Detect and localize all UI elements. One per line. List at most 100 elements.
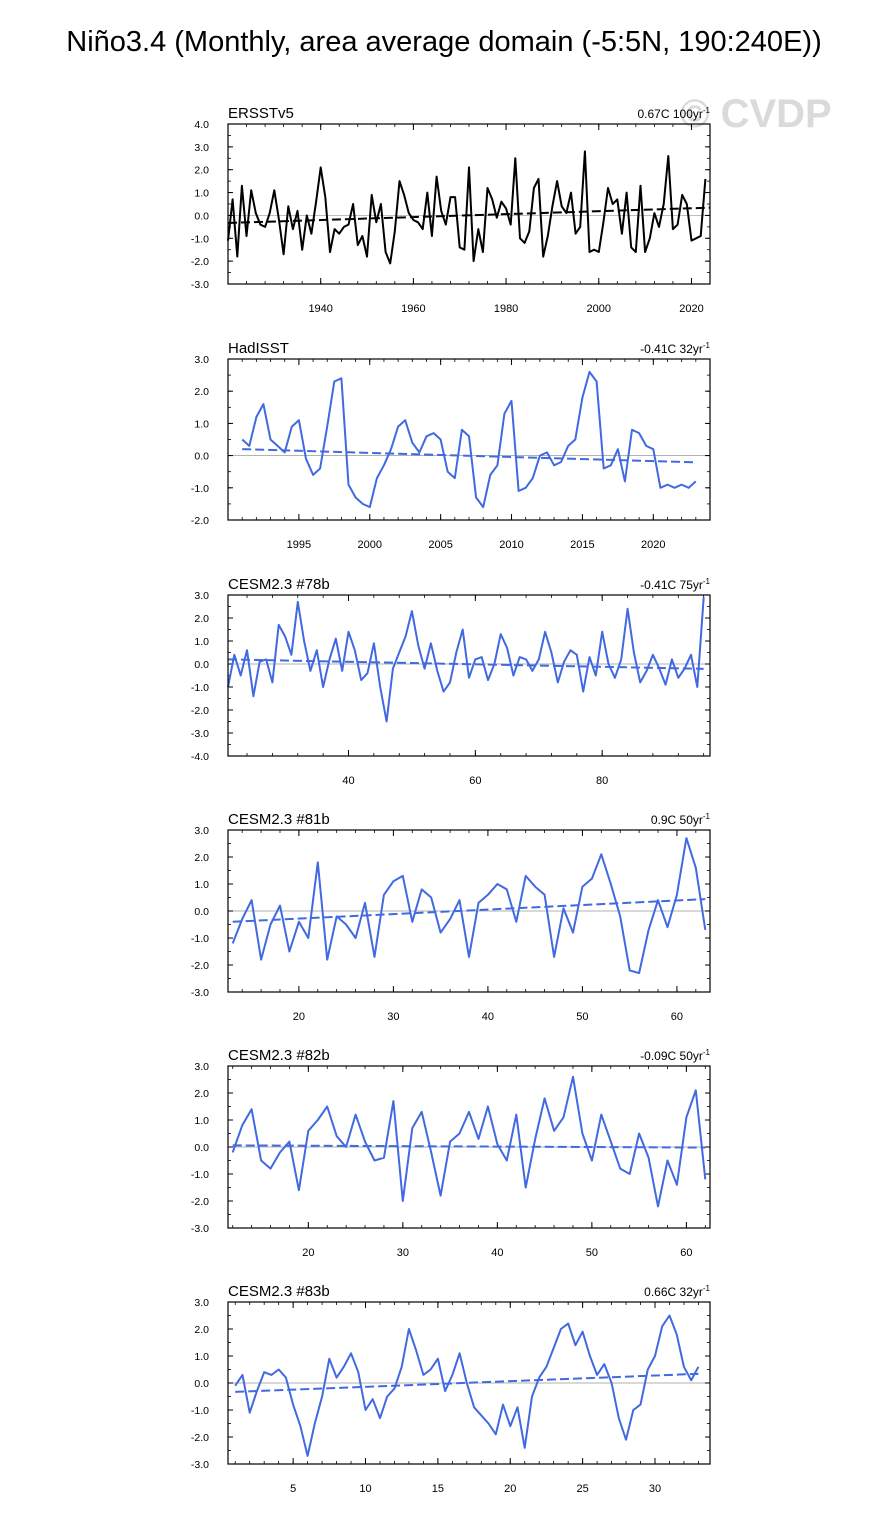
y-tick-label: -3.0: [191, 1459, 209, 1471]
panel-title: HadISST: [228, 340, 289, 357]
chart-panel: -3.0 -2.0 -1.0 0.0 1.0 2.0 3.0 20 30 40 50 60 CESM2.…: [191, 811, 711, 1023]
trend-line: [232, 898, 706, 923]
x-tick-label: 20: [302, 1247, 314, 1259]
y-tick-label: 2.0: [194, 1088, 209, 1100]
y-tick-label: 1.0: [194, 418, 209, 430]
y-tick-label: 3.0: [194, 825, 209, 837]
y-tick-label: -3.0: [191, 987, 209, 999]
series-line: [227, 150, 707, 265]
y-tick-label: 0.0: [194, 1142, 209, 1154]
x-tick-label: 1980: [494, 303, 518, 315]
x-tick-label: 2020: [641, 539, 665, 551]
y-tick-label: 2.0: [194, 613, 209, 625]
y-tick-label: 0.0: [194, 906, 209, 918]
panel-title: CESM2.3 #81b: [228, 811, 330, 828]
x-tick-label: 2020: [679, 303, 703, 315]
y-tick-label: 2.0: [194, 386, 209, 398]
x-tick-label: 50: [586, 1247, 598, 1259]
trend-label: 0.66C 32yr-1: [644, 1284, 710, 1299]
y-tick-label: 0.0: [194, 659, 209, 671]
y-tick-label: 1.0: [194, 1115, 209, 1127]
trend-line: [232, 1144, 706, 1149]
x-tick-label: 15: [432, 1483, 444, 1495]
plot-frame: [227, 358, 711, 521]
x-tick-label: 40: [491, 1247, 503, 1259]
x-tick-label: 40: [482, 1011, 494, 1023]
y-tick-label: 1.0: [194, 1351, 209, 1363]
plot-frame: [227, 1065, 711, 1229]
y-tick-label: 3.0: [194, 354, 209, 366]
trend-label-exponent: -1: [703, 577, 711, 586]
trend-label: 0.9C 50yr-1: [651, 812, 711, 827]
trend-label: -0.41C 32yr-1: [640, 341, 710, 356]
x-tick-label: 1960: [401, 303, 425, 315]
series-line: [234, 1314, 700, 1457]
y-tick-label: 1.0: [194, 188, 209, 200]
y-tick-label: -2.0: [191, 1196, 209, 1208]
chart-panel: -3.0 -2.0 -1.0 0.0 1.0 2.0 3.0 20 30 40 50 60 CESM2.…: [191, 1047, 711, 1259]
panel-title: ERSSTv5: [228, 105, 294, 122]
y-tick-label: 0.0: [194, 210, 209, 222]
y-tick-label: 1.0: [194, 636, 209, 648]
x-tick-label: 20: [293, 1011, 305, 1023]
y-tick-label: 3.0: [194, 1297, 209, 1309]
trend-label-exponent: -1: [703, 1048, 711, 1057]
x-tick-label: 60: [671, 1011, 683, 1023]
y-tick-label: -1.0: [191, 1169, 209, 1181]
y-tick-label: 0.0: [194, 451, 209, 463]
y-tick-label: -3.0: [191, 728, 209, 740]
trend-label-exponent: -1: [703, 341, 711, 350]
y-tick-label: -2.0: [191, 960, 209, 972]
x-tick-label: 10: [359, 1483, 371, 1495]
chart-panel: -2.0 -1.0 0.0 1.0 2.0 3.0 1995 2000 2005 2010 2015…: [191, 340, 711, 551]
y-tick-label: -2.0: [191, 515, 209, 527]
x-tick-label: 2000: [358, 539, 382, 551]
y-tick-label: -3.0: [191, 1223, 209, 1235]
x-tick-label: 30: [387, 1011, 399, 1023]
series-line: [227, 597, 705, 723]
trend-label-exponent: -1: [703, 106, 711, 115]
trend-label-exponent: -1: [703, 812, 711, 821]
x-tick-label: 1940: [308, 303, 332, 315]
y-tick-label: -1.0: [191, 933, 209, 945]
chart-panel: -3.0 -2.0 -1.0 0.0 1.0 2.0 3.0 5 10 15 20 25 30 CESM2…: [191, 1283, 711, 1495]
y-tick-label: -1.0: [191, 483, 209, 495]
trend-label-exponent: -1: [703, 1284, 711, 1293]
y-tick-label: -3.0: [191, 279, 209, 291]
watermark: © CVDP: [680, 92, 832, 136]
y-tick-label: 2.0: [194, 165, 209, 177]
x-tick-label: 60: [680, 1247, 692, 1259]
y-tick-label: -1.0: [191, 233, 209, 245]
x-tick-label: 2005: [428, 539, 452, 551]
x-tick-label: 50: [576, 1011, 588, 1023]
x-tick-label: 1995: [287, 539, 311, 551]
y-tick-label: 3.0: [194, 590, 209, 602]
panel-title: CESM2.3 #78b: [228, 576, 330, 593]
trend-label: -0.41C 75yr-1: [640, 577, 710, 592]
x-tick-label: 30: [397, 1247, 409, 1259]
chart-panel: -4.0 -3.0 -2.0 -1.0 0.0 1.0 2.0 3.0 40 60 80 CESM2.…: [191, 576, 711, 787]
y-tick-label: 2.0: [194, 852, 209, 864]
x-tick-label: 20: [504, 1483, 516, 1495]
plot-frame: [227, 123, 711, 285]
y-tick-label: -4.0: [191, 751, 209, 763]
y-tick-label: -2.0: [191, 705, 209, 717]
y-tick-label: 4.0: [194, 119, 209, 131]
y-tick-label: 1.0: [194, 879, 209, 891]
series-line: [231, 837, 707, 975]
y-tick-label: -1.0: [191, 1405, 209, 1417]
panel-title: CESM2.3 #82b: [228, 1047, 330, 1064]
trend-label: -0.09C 50yr-1: [640, 1048, 710, 1063]
y-tick-label: -2.0: [191, 1432, 209, 1444]
x-tick-label: 40: [342, 775, 354, 787]
x-tick-label: 2010: [499, 539, 523, 551]
x-tick-label: 2015: [570, 539, 594, 551]
y-tick-label: 3.0: [194, 142, 209, 154]
y-tick-label: -2.0: [191, 256, 209, 268]
series-line: [241, 370, 697, 509]
y-tick-label: -1.0: [191, 682, 209, 694]
x-tick-label: 80: [596, 775, 608, 787]
chart-panel: -3.0 -2.0 -1.0 0.0 1.0 2.0 3.0 4.0 1940 1960 1980 2…: [191, 105, 711, 315]
x-tick-label: 2000: [587, 303, 611, 315]
